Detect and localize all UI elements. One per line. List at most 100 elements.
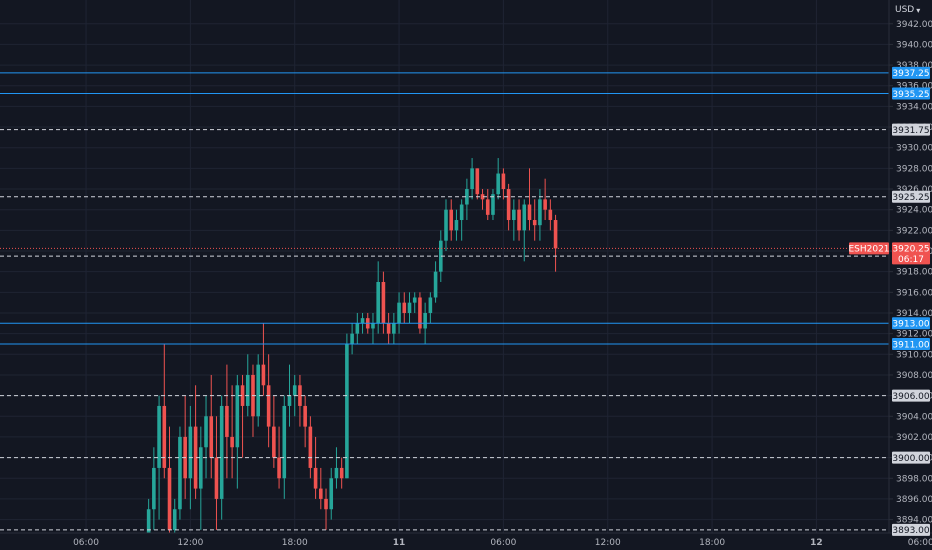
price-tick-label: 3898.00 bbox=[896, 474, 932, 484]
level-tag-label: 3911.00 bbox=[892, 340, 929, 350]
candle bbox=[308, 416, 313, 479]
level-price-tag: 3911.00 bbox=[892, 337, 930, 350]
candle-body bbox=[444, 209, 448, 241]
candle bbox=[553, 214, 558, 272]
symbol-label: ESH2021 bbox=[848, 245, 889, 255]
candle bbox=[444, 199, 448, 252]
candle-body bbox=[459, 204, 464, 221]
candle-body bbox=[230, 436, 234, 448]
candle bbox=[329, 467, 334, 520]
candle-body bbox=[209, 416, 214, 458]
price-tick-label: 3916.00 bbox=[896, 288, 932, 298]
candle bbox=[219, 395, 224, 520]
candle-body bbox=[506, 189, 511, 221]
candle bbox=[178, 426, 182, 520]
candle-body bbox=[292, 385, 297, 396]
candle-body bbox=[412, 297, 417, 303]
candle bbox=[397, 292, 401, 334]
candle bbox=[277, 426, 281, 489]
level-tag-background bbox=[892, 123, 930, 136]
price-tags: 3937.253935.253931.753925.253919.503913.… bbox=[848, 66, 930, 536]
candle bbox=[199, 426, 203, 530]
level-tag-background bbox=[892, 87, 930, 100]
level-tag-label: 3893.00 bbox=[892, 526, 929, 536]
level-price-tag: 3937.25 bbox=[892, 66, 930, 79]
candle bbox=[454, 209, 459, 241]
price-tick-label: 3914.00 bbox=[896, 309, 932, 319]
symbol-tag-background bbox=[849, 242, 889, 255]
grid bbox=[0, 0, 922, 533]
candle bbox=[386, 312, 391, 344]
candle-body bbox=[355, 323, 360, 334]
candle bbox=[245, 354, 250, 417]
time-tick-label: 12:00 bbox=[595, 538, 621, 548]
candle-body bbox=[438, 240, 443, 272]
candle-body bbox=[308, 426, 313, 468]
candle-body bbox=[214, 457, 219, 499]
price-tick-label: 3902.00 bbox=[896, 433, 932, 443]
currency-label: USD bbox=[895, 5, 915, 15]
candle bbox=[230, 385, 234, 479]
candle-body bbox=[454, 220, 459, 231]
candle-body bbox=[199, 447, 203, 489]
time-tick-label: 18:00 bbox=[699, 538, 725, 548]
horizontal-lines bbox=[0, 72, 889, 531]
candle-body bbox=[303, 405, 307, 427]
bar-countdown: 06:17 bbox=[898, 255, 924, 265]
level-price-tag: 3935.25 bbox=[892, 87, 930, 100]
time-tick-label: 12:00 bbox=[177, 538, 203, 548]
candle-body bbox=[235, 385, 240, 448]
candlestick-series bbox=[146, 158, 558, 550]
candle-body bbox=[465, 189, 469, 205]
candle-body bbox=[491, 194, 495, 215]
candle-body bbox=[360, 318, 365, 324]
candle bbox=[538, 189, 542, 241]
level-price-tag: 3900.00 bbox=[892, 451, 930, 464]
candle-body bbox=[334, 467, 339, 479]
price-tick-label: 3938.00 bbox=[896, 61, 932, 71]
candle bbox=[459, 199, 464, 241]
candle-body bbox=[298, 385, 302, 406]
time-axis[interactable]: 06:00 12:00 18:00 11 06:00 12:00 18:00 12 06:00 bbox=[73, 538, 932, 548]
price-tick-label: 3928.00 bbox=[896, 164, 932, 174]
candle bbox=[324, 488, 328, 530]
candle-body bbox=[225, 405, 229, 437]
chevron-down-icon: ▾ bbox=[916, 5, 921, 15]
price-tick-label: 3910.00 bbox=[896, 350, 932, 360]
candle-body bbox=[485, 199, 490, 215]
candle bbox=[319, 467, 323, 510]
candle-body bbox=[287, 395, 292, 406]
candle bbox=[491, 189, 495, 221]
level-tag-label: 3925.25 bbox=[892, 193, 929, 203]
symbol-tag: ESH2021 bbox=[848, 242, 890, 255]
level-tag-label: 3931.75 bbox=[892, 126, 929, 136]
candle-body bbox=[418, 297, 422, 329]
candle bbox=[152, 447, 156, 530]
candle bbox=[240, 374, 245, 458]
level-tag-label: 3913.00 bbox=[892, 320, 929, 330]
level-tag-background bbox=[892, 317, 930, 330]
candle-body bbox=[475, 168, 480, 195]
candle bbox=[298, 374, 302, 427]
candle bbox=[282, 395, 287, 499]
price-tick-label: 3912.00 bbox=[896, 330, 932, 340]
candle-body bbox=[543, 199, 547, 210]
candle-body bbox=[157, 405, 161, 468]
price-tick-label: 3896.00 bbox=[896, 495, 932, 505]
candle bbox=[517, 199, 521, 241]
candle bbox=[376, 261, 380, 334]
candle-body bbox=[329, 478, 334, 510]
currency-selector-button[interactable]: USD ▾ bbox=[895, 3, 927, 17]
candle-body bbox=[449, 209, 454, 231]
level-price-tag: 3925.25 bbox=[892, 190, 930, 203]
time-tick-label: 06:00 bbox=[908, 538, 932, 548]
level-tag-background bbox=[892, 66, 930, 79]
candle bbox=[272, 395, 276, 468]
candle-body bbox=[282, 405, 287, 479]
time-tick-label: 11 bbox=[393, 538, 406, 548]
candle bbox=[204, 395, 208, 479]
candle bbox=[485, 189, 490, 221]
